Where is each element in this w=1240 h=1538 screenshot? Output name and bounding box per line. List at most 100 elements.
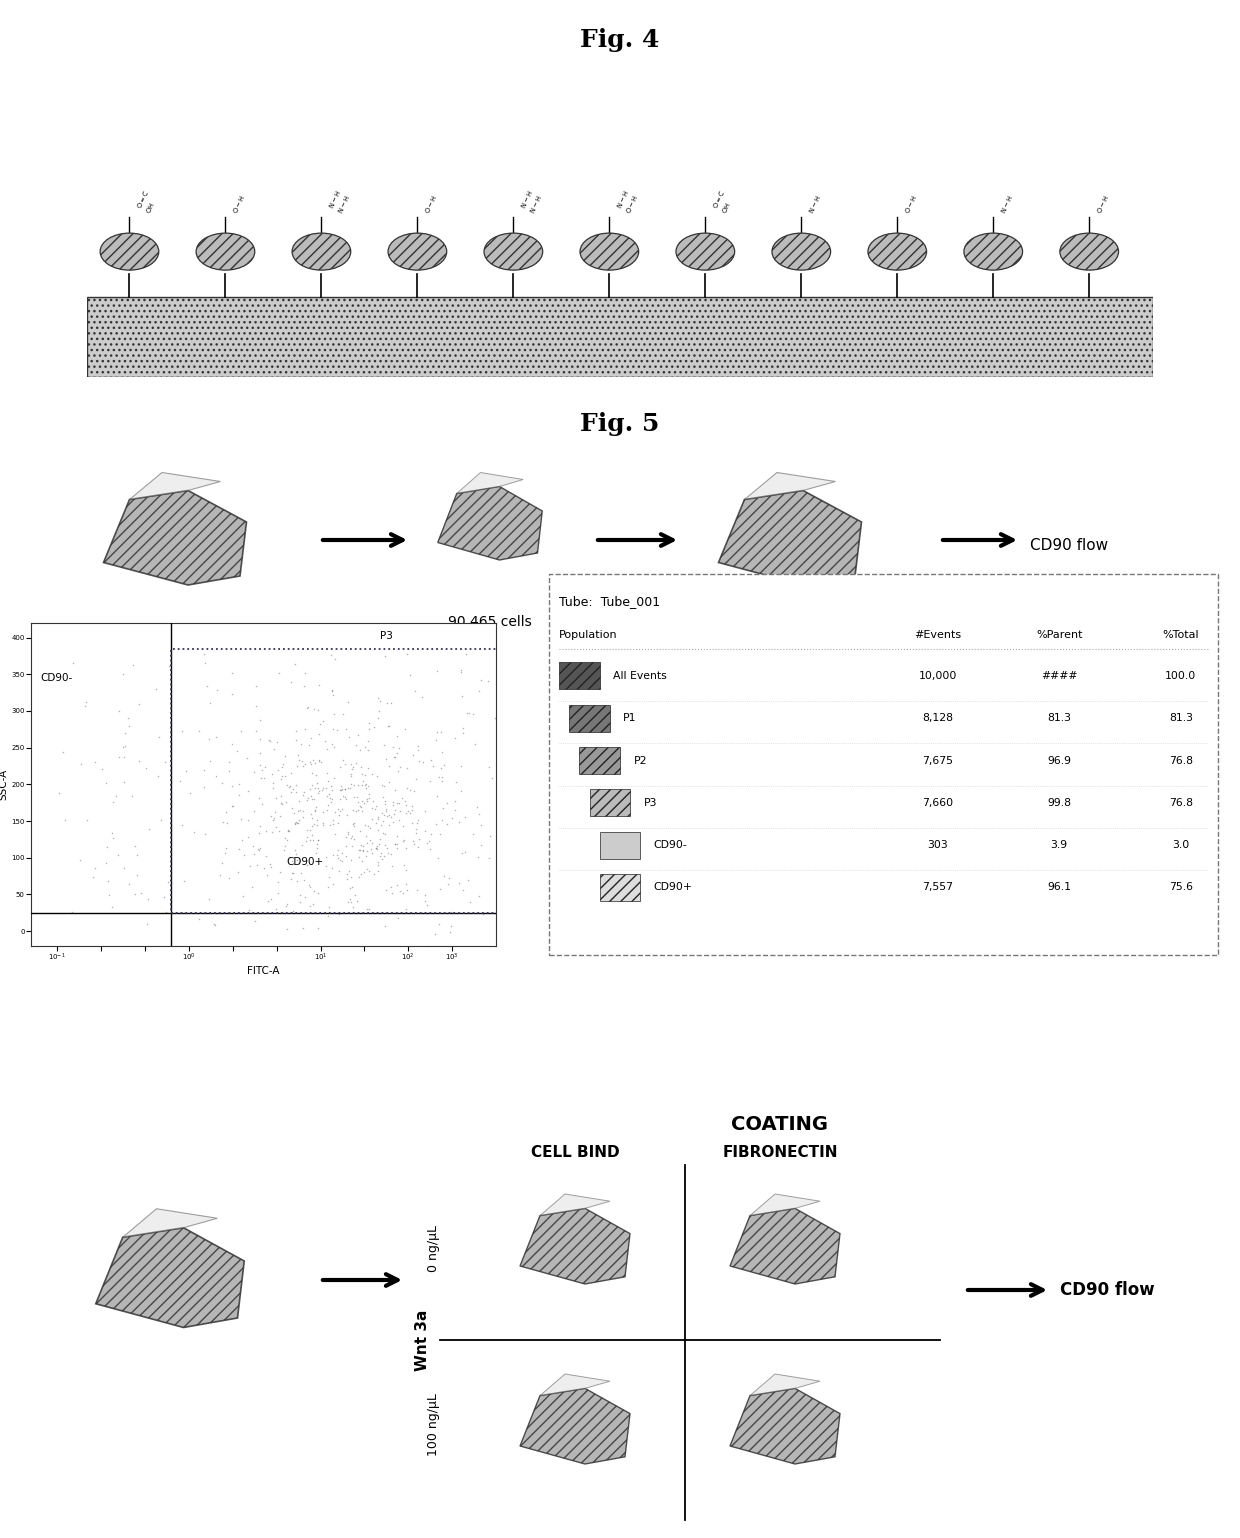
Point <box>326 800 346 824</box>
Point <box>335 752 355 777</box>
Point <box>376 643 396 667</box>
Point <box>340 875 360 900</box>
Point <box>254 855 274 880</box>
Point <box>379 714 399 738</box>
Point <box>229 772 249 797</box>
Point <box>301 783 321 807</box>
Point <box>263 777 283 801</box>
Point <box>382 854 402 878</box>
Point <box>288 847 308 872</box>
Point <box>200 691 219 715</box>
Point <box>157 871 177 895</box>
Point <box>291 834 311 858</box>
Point <box>238 778 258 803</box>
Point <box>300 894 320 918</box>
Point <box>269 660 289 684</box>
Point <box>285 652 305 677</box>
Point <box>465 732 485 757</box>
Point <box>309 778 329 803</box>
Point <box>310 747 330 772</box>
Point <box>471 832 491 857</box>
Point <box>300 818 320 843</box>
Point <box>294 674 314 698</box>
Point <box>228 860 248 884</box>
Point <box>381 875 401 900</box>
Point <box>379 812 399 837</box>
Point <box>362 761 382 786</box>
Point <box>303 787 322 812</box>
Point <box>336 844 356 869</box>
Point <box>272 791 291 815</box>
Point <box>453 841 472 866</box>
Point <box>343 827 363 852</box>
Point <box>160 891 180 915</box>
Point <box>84 751 104 775</box>
Point <box>383 792 403 817</box>
Point <box>154 884 174 909</box>
Point <box>348 797 368 821</box>
Text: $\mathrm{N-H}$: $\mathrm{N-H}$ <box>806 194 823 215</box>
Point <box>360 897 379 921</box>
Point <box>243 834 263 858</box>
Point <box>258 889 278 914</box>
Point <box>76 694 95 718</box>
Point <box>378 769 398 794</box>
Text: $\mathrm{N-H}$
$\mathrm{O-H}$: $\mathrm{N-H}$ $\mathrm{O-H}$ <box>615 189 641 215</box>
Point <box>397 755 417 780</box>
Point <box>285 811 305 835</box>
Point <box>378 754 398 778</box>
Point <box>331 777 351 801</box>
Point <box>352 789 372 814</box>
Y-axis label: SSC-A: SSC-A <box>0 769 9 800</box>
Point <box>72 752 92 777</box>
Point <box>126 863 146 887</box>
Point <box>299 874 319 898</box>
Text: P3: P3 <box>644 798 657 807</box>
Bar <box>171 649 505 914</box>
Point <box>434 752 454 777</box>
Point <box>384 832 404 857</box>
Point <box>417 892 436 917</box>
Point <box>440 920 460 944</box>
Point <box>283 861 303 886</box>
Point <box>350 838 370 863</box>
Point <box>314 707 334 732</box>
Point <box>432 769 451 794</box>
Bar <box>87 297 1153 377</box>
Point <box>430 877 450 901</box>
Point <box>322 678 342 703</box>
Point <box>212 771 232 795</box>
Point <box>417 934 436 958</box>
Point <box>176 758 196 783</box>
Point <box>319 781 339 806</box>
Point <box>401 778 420 803</box>
Point <box>387 723 407 747</box>
Point <box>329 858 348 883</box>
Point <box>185 820 205 844</box>
Polygon shape <box>103 491 247 584</box>
Point <box>290 860 310 884</box>
Point <box>403 743 423 767</box>
Point <box>357 897 377 921</box>
Point <box>334 701 353 726</box>
Point <box>373 774 393 798</box>
Point <box>321 774 341 798</box>
Point <box>336 717 356 741</box>
Point <box>56 807 76 832</box>
Point <box>283 849 303 874</box>
Point <box>246 694 265 718</box>
Text: 100.0: 100.0 <box>1166 671 1197 681</box>
Point <box>355 763 374 787</box>
Text: 96.1: 96.1 <box>1048 883 1071 892</box>
Point <box>337 820 357 844</box>
Point <box>438 872 458 897</box>
Point <box>350 794 370 818</box>
Text: $\mathrm{O=C}$
$\mathrm{OH}$: $\mathrm{O=C}$ $\mathrm{OH}$ <box>135 189 161 215</box>
Point <box>306 814 326 838</box>
Point <box>433 740 453 764</box>
Point <box>138 912 157 937</box>
Point <box>290 891 310 915</box>
Point <box>398 798 418 823</box>
Point <box>146 677 166 701</box>
Point <box>129 692 149 717</box>
